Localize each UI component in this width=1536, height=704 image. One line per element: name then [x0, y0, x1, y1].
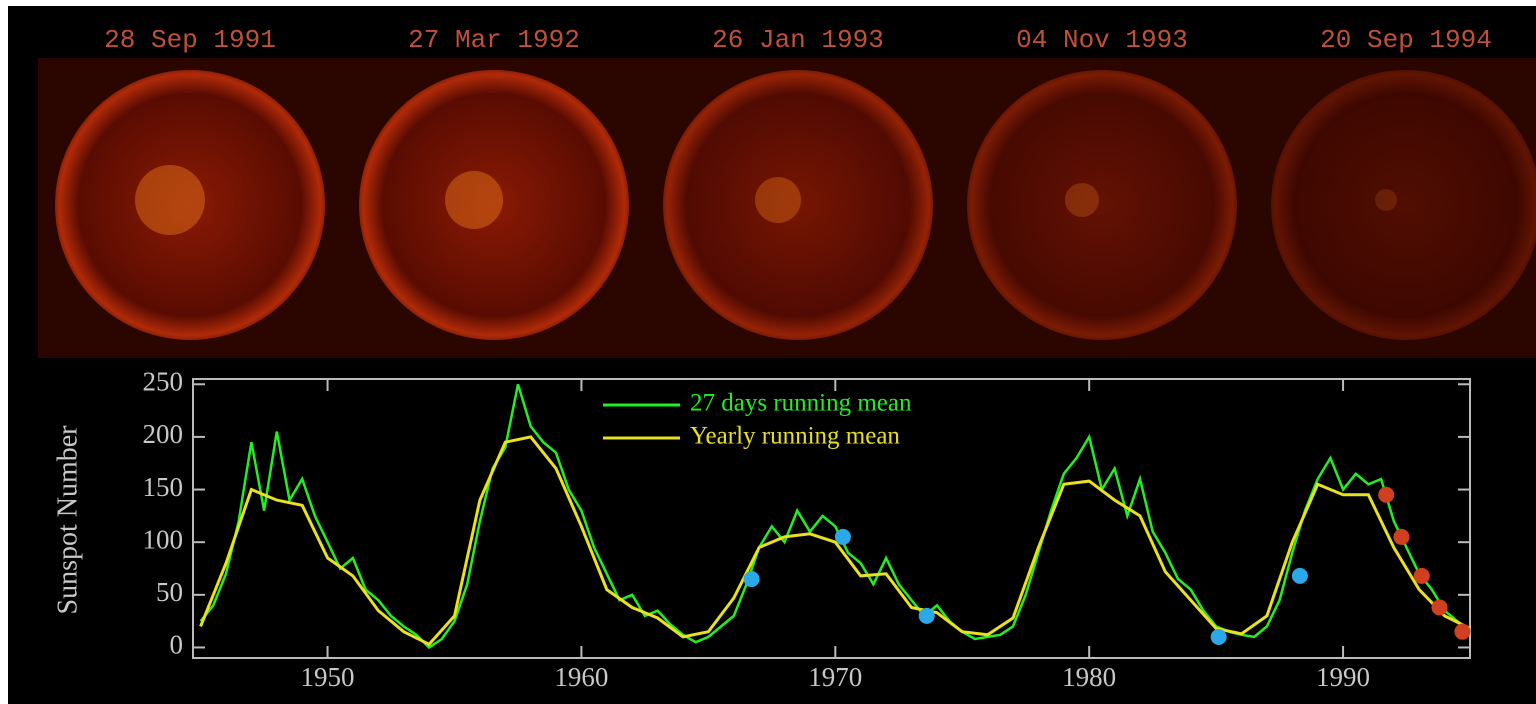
panel-label: 20 Sep 1994: [1320, 25, 1492, 55]
sun-activity: [1375, 189, 1397, 211]
marker-dot: [835, 529, 851, 545]
sun-activity: [445, 171, 503, 229]
y-tick-label: 150: [143, 472, 184, 502]
x-tick-label: 1960: [554, 662, 608, 692]
marker-dot: [1292, 568, 1308, 584]
y-tick-label: 50: [156, 577, 183, 607]
legend-label: 27 days running mean: [690, 390, 912, 417]
sun-disk: [1271, 70, 1536, 340]
sun-activity: [135, 165, 205, 235]
x-tick-label: 1950: [301, 662, 355, 692]
marker-dot: [744, 571, 760, 587]
marker-dot: [1414, 568, 1430, 584]
marker-dot: [1378, 487, 1394, 503]
marker-dot: [919, 608, 935, 624]
page: 28 Sep 1991 27 Mar 1992 26 Jan 1993 04 Nov …: [0, 0, 1536, 704]
y-tick-label: 100: [143, 524, 184, 554]
legend-label: Yearly running mean: [690, 423, 900, 450]
x-tick-label: 1980: [1062, 662, 1116, 692]
y-axis-title: Sunspot Number: [52, 425, 83, 615]
marker-dot: [1393, 529, 1409, 545]
y-tick-label: 0: [170, 630, 184, 660]
x-tick-label: 1970: [808, 662, 862, 692]
sun-panels: 28 Sep 1991 27 Mar 1992 26 Jan 1993 04 Nov …: [38, 25, 1536, 358]
sun-activity: [755, 177, 801, 223]
panel-label: 28 Sep 1991: [104, 25, 276, 55]
y-tick-label: 250: [143, 366, 184, 396]
panel-label: 27 Mar 1992: [408, 25, 580, 55]
sun-disk: [967, 70, 1237, 340]
marker-dot: [1211, 629, 1227, 645]
panel-label: 26 Jan 1993: [712, 25, 884, 55]
panel-label: 04 Nov 1993: [1016, 25, 1188, 55]
sun-activity: [1065, 183, 1099, 217]
marker-dot: [1454, 624, 1470, 640]
x-tick-label: 1990: [1316, 662, 1370, 692]
marker-dot: [1432, 599, 1448, 615]
y-tick-label: 200: [143, 419, 184, 449]
